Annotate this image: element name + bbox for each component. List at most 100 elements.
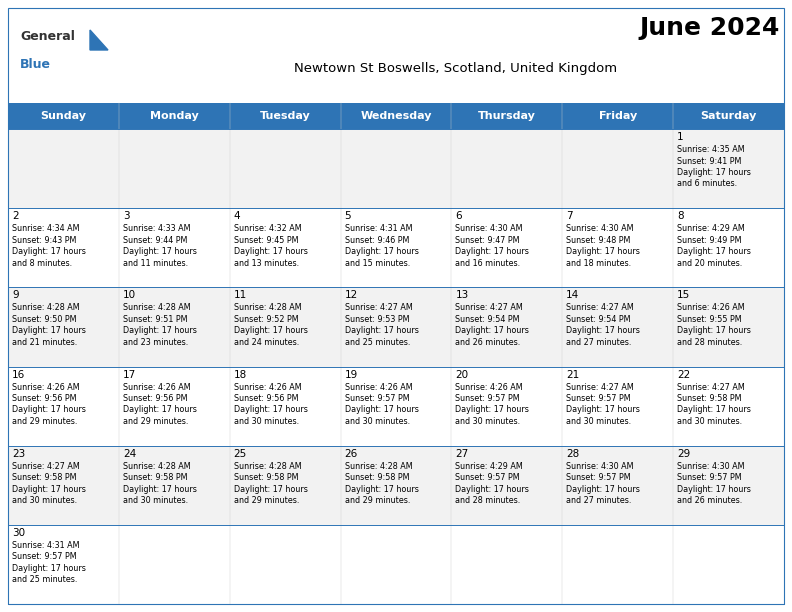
Text: 23: 23 [12,449,25,458]
Text: and 29 minutes.: and 29 minutes. [123,417,188,426]
Text: Sunset: 9:56 PM: Sunset: 9:56 PM [123,394,188,403]
Text: Daylight: 17 hours: Daylight: 17 hours [345,485,418,494]
Text: Sunrise: 4:27 AM: Sunrise: 4:27 AM [455,304,524,312]
Text: Daylight: 17 hours: Daylight: 17 hours [234,485,307,494]
Text: Sunset: 9:56 PM: Sunset: 9:56 PM [234,394,299,403]
Text: Sunset: 9:54 PM: Sunset: 9:54 PM [566,315,630,324]
Text: Sunset: 9:58 PM: Sunset: 9:58 PM [12,473,77,482]
Text: Sunset: 9:58 PM: Sunset: 9:58 PM [123,473,188,482]
Text: 29: 29 [677,449,691,458]
Text: and 25 minutes.: and 25 minutes. [12,575,78,584]
Text: and 29 minutes.: and 29 minutes. [234,496,299,505]
Text: Sunrise: 4:27 AM: Sunrise: 4:27 AM [12,461,80,471]
Text: 22: 22 [677,370,691,379]
Text: Sunrise: 4:31 AM: Sunrise: 4:31 AM [345,224,412,233]
Text: Thursday: Thursday [478,111,536,121]
Text: 25: 25 [234,449,247,458]
Text: and 20 minutes.: and 20 minutes. [677,259,742,267]
Text: Sunrise: 4:30 AM: Sunrise: 4:30 AM [566,461,634,471]
Bar [8,129,784,208]
Text: Sunset: 9:44 PM: Sunset: 9:44 PM [123,236,187,245]
Text: and 28 minutes.: and 28 minutes. [677,338,742,347]
Text: June 2024: June 2024 [640,16,780,40]
Bar [8,525,784,604]
Text: Sunset: 9:57 PM: Sunset: 9:57 PM [12,553,77,561]
Text: Daylight: 17 hours: Daylight: 17 hours [455,326,529,335]
Text: and 30 minutes.: and 30 minutes. [345,417,409,426]
Text: and 27 minutes.: and 27 minutes. [566,338,632,347]
Text: Sunset: 9:57 PM: Sunset: 9:57 PM [566,394,631,403]
Text: Wednesday: Wednesday [360,111,432,121]
Text: 7: 7 [566,211,573,221]
Text: 10: 10 [123,290,136,300]
Text: 19: 19 [345,370,358,379]
Text: 30: 30 [12,528,25,538]
Text: 9: 9 [12,290,19,300]
Text: Sunset: 9:58 PM: Sunset: 9:58 PM [677,394,741,403]
Text: and 28 minutes.: and 28 minutes. [455,496,520,505]
Text: Daylight: 17 hours: Daylight: 17 hours [455,485,529,494]
Text: and 6 minutes.: and 6 minutes. [677,179,737,188]
Text: Sunset: 9:43 PM: Sunset: 9:43 PM [12,236,76,245]
Text: Sunrise: 4:26 AM: Sunrise: 4:26 AM [345,382,412,392]
Bar [8,208,784,287]
Text: Sunset: 9:47 PM: Sunset: 9:47 PM [455,236,520,245]
Text: Sunrise: 4:26 AM: Sunrise: 4:26 AM [455,382,523,392]
Text: and 16 minutes.: and 16 minutes. [455,259,520,267]
Text: 11: 11 [234,290,247,300]
Text: and 30 minutes.: and 30 minutes. [677,417,742,426]
Text: Sunset: 9:48 PM: Sunset: 9:48 PM [566,236,630,245]
Text: Sunrise: 4:27 AM: Sunrise: 4:27 AM [566,304,634,312]
Text: Sunrise: 4:34 AM: Sunrise: 4:34 AM [12,224,79,233]
Text: Sunrise: 4:26 AM: Sunrise: 4:26 AM [123,382,191,392]
Text: Sunrise: 4:35 AM: Sunrise: 4:35 AM [677,145,744,154]
Text: Daylight: 17 hours: Daylight: 17 hours [12,485,86,494]
Text: Sunday: Sunday [40,111,86,121]
Text: Tuesday: Tuesday [260,111,310,121]
Text: Daylight: 17 hours: Daylight: 17 hours [123,485,196,494]
Text: Daylight: 17 hours: Daylight: 17 hours [566,406,640,414]
Text: 28: 28 [566,449,580,458]
Text: 3: 3 [123,211,129,221]
Text: Sunrise: 4:30 AM: Sunrise: 4:30 AM [455,224,523,233]
Text: Sunset: 9:57 PM: Sunset: 9:57 PM [345,394,409,403]
Text: Friday: Friday [599,111,637,121]
Text: Sunset: 9:49 PM: Sunset: 9:49 PM [677,236,741,245]
Text: and 24 minutes.: and 24 minutes. [234,338,299,347]
Text: Sunrise: 4:32 AM: Sunrise: 4:32 AM [234,224,301,233]
Text: 21: 21 [566,370,580,379]
Text: 6: 6 [455,211,462,221]
Text: 14: 14 [566,290,580,300]
Text: Sunrise: 4:26 AM: Sunrise: 4:26 AM [234,382,301,392]
Text: and 8 minutes.: and 8 minutes. [12,259,72,267]
Text: Daylight: 17 hours: Daylight: 17 hours [566,247,640,256]
Text: Daylight: 17 hours: Daylight: 17 hours [677,485,751,494]
Text: Daylight: 17 hours: Daylight: 17 hours [12,247,86,256]
Text: Sunrise: 4:26 AM: Sunrise: 4:26 AM [677,304,744,312]
Text: and 29 minutes.: and 29 minutes. [345,496,410,505]
Text: Daylight: 17 hours: Daylight: 17 hours [123,326,196,335]
Text: and 30 minutes.: and 30 minutes. [234,417,299,426]
Text: Sunrise: 4:27 AM: Sunrise: 4:27 AM [566,382,634,392]
Text: Sunrise: 4:28 AM: Sunrise: 4:28 AM [345,461,412,471]
Text: Daylight: 17 hours: Daylight: 17 hours [677,406,751,414]
Text: and 21 minutes.: and 21 minutes. [12,338,78,347]
Text: 2: 2 [12,211,19,221]
Text: Daylight: 17 hours: Daylight: 17 hours [455,406,529,414]
Text: Sunrise: 4:31 AM: Sunrise: 4:31 AM [12,541,79,550]
Text: and 30 minutes.: and 30 minutes. [12,496,77,505]
Bar [8,287,784,367]
Text: Daylight: 17 hours: Daylight: 17 hours [234,406,307,414]
Text: Sunset: 9:45 PM: Sunset: 9:45 PM [234,236,299,245]
Text: Daylight: 17 hours: Daylight: 17 hours [123,247,196,256]
Bar [8,103,784,129]
Text: Sunset: 9:55 PM: Sunset: 9:55 PM [677,315,742,324]
Text: and 13 minutes.: and 13 minutes. [234,259,299,267]
Text: 4: 4 [234,211,240,221]
Bar [8,367,784,446]
Bar [8,446,784,525]
Text: Sunrise: 4:27 AM: Sunrise: 4:27 AM [677,382,745,392]
Text: and 30 minutes.: and 30 minutes. [123,496,188,505]
Text: Sunset: 9:41 PM: Sunset: 9:41 PM [677,157,741,165]
Text: and 30 minutes.: and 30 minutes. [455,417,520,426]
